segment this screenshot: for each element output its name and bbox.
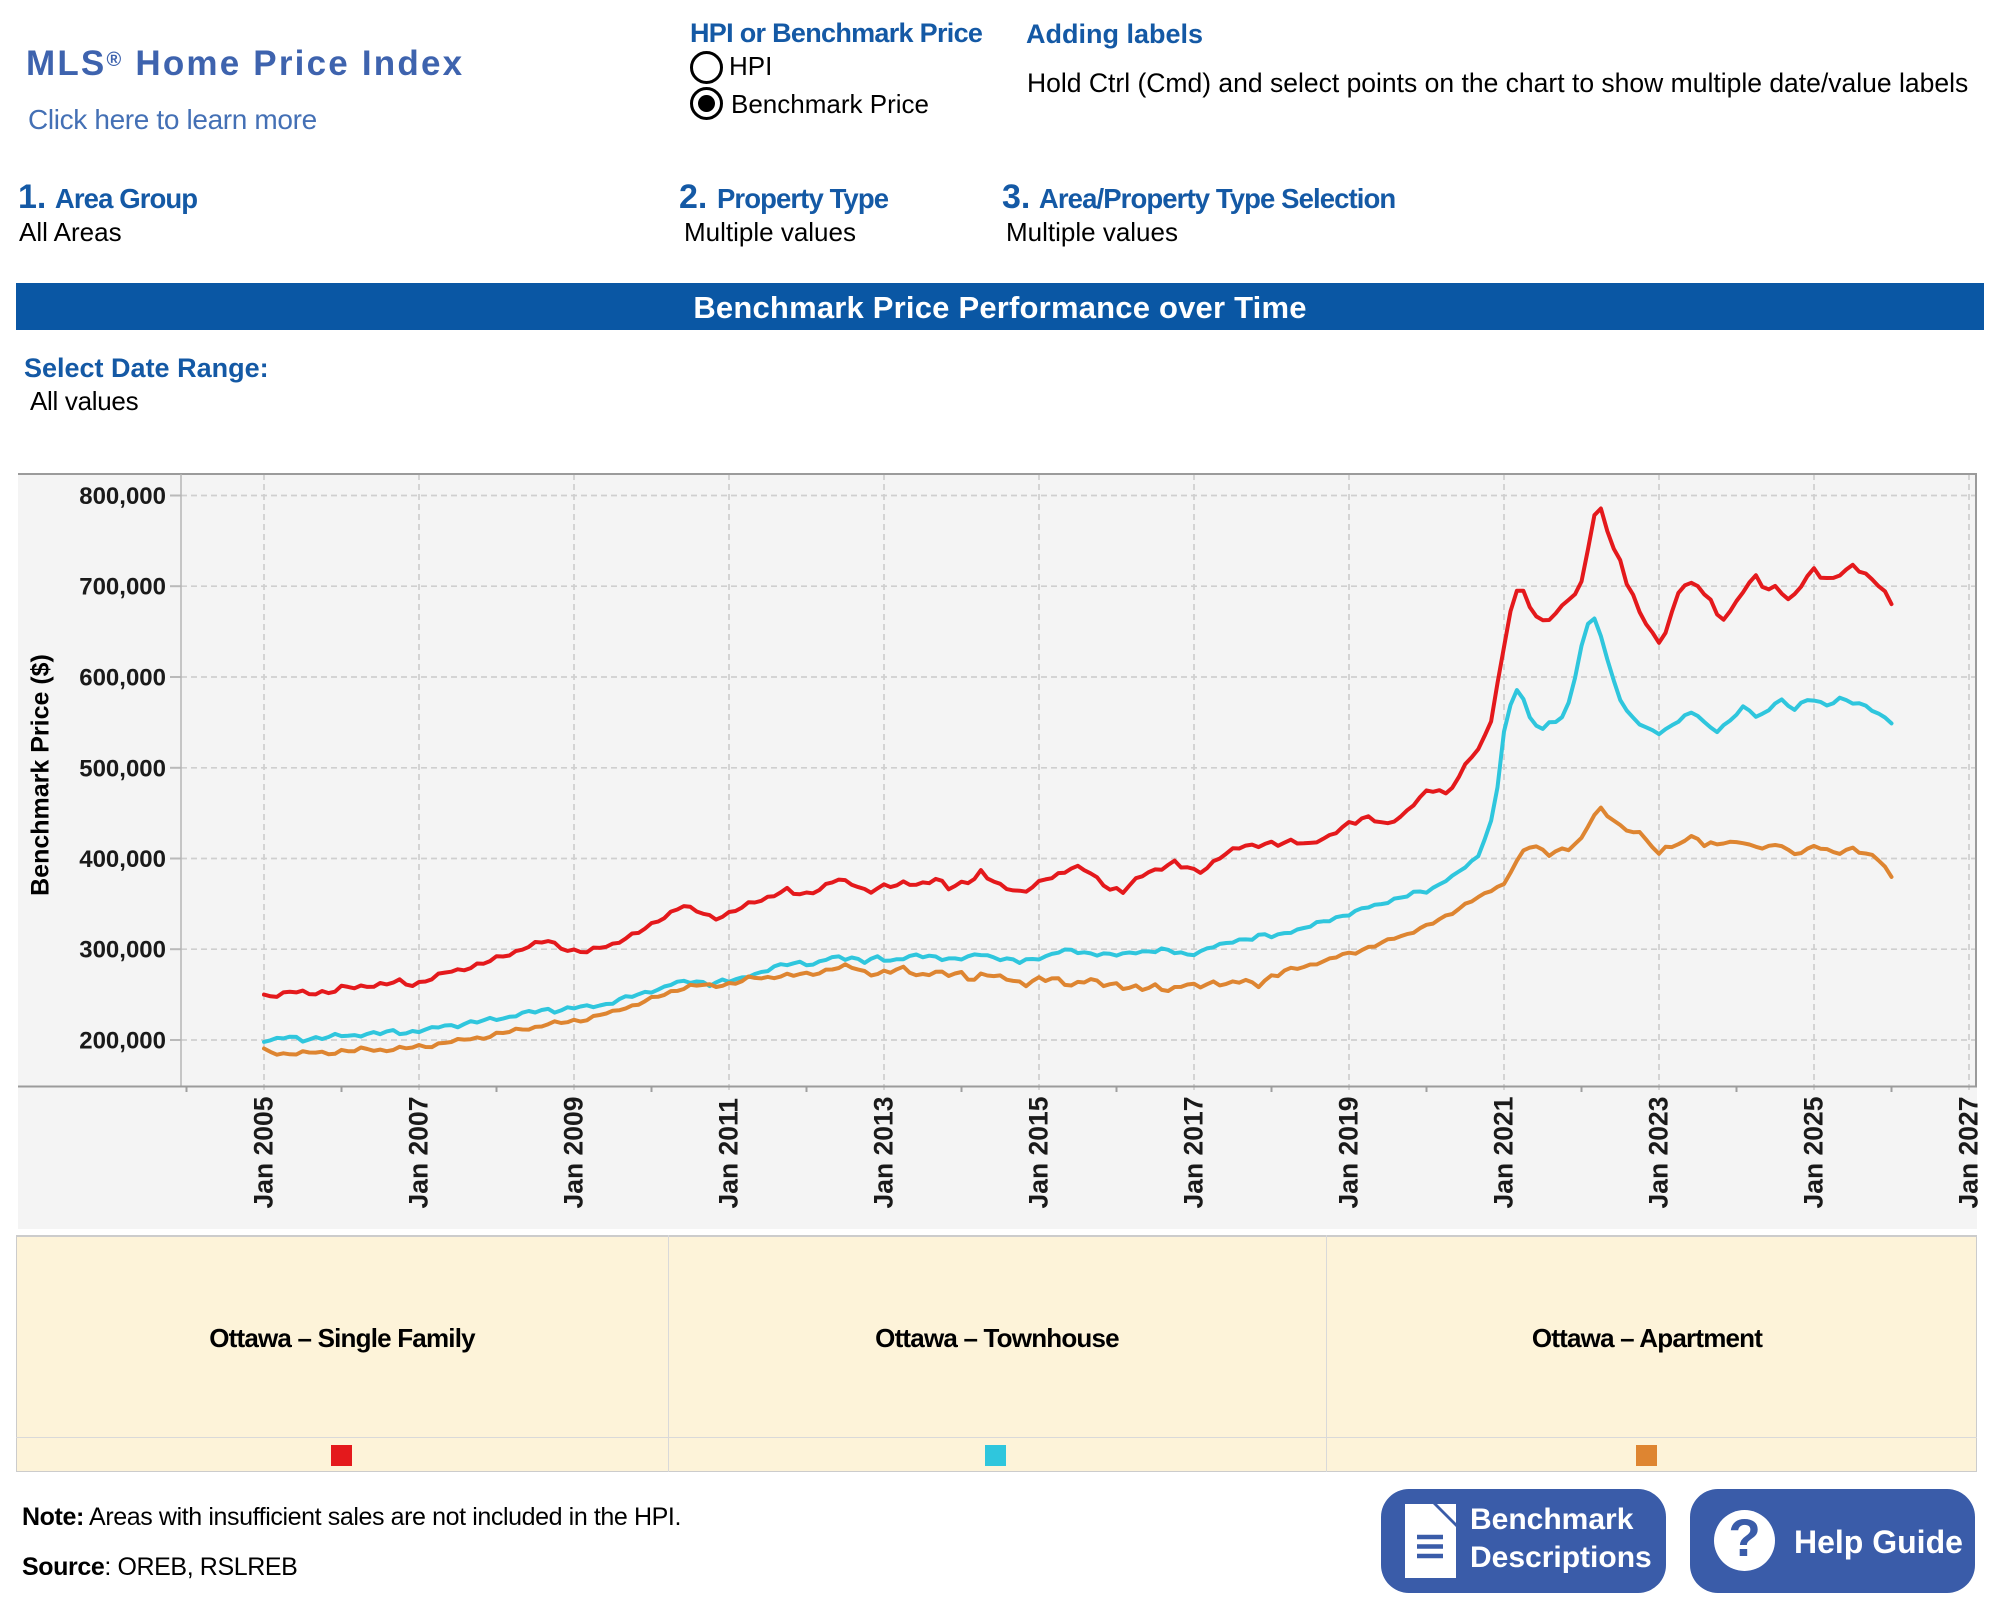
svg-text:Jan 2009: Jan 2009 bbox=[559, 1097, 589, 1209]
svg-text:Jan 2017: Jan 2017 bbox=[1179, 1097, 1209, 1209]
svg-text:Jan 2019: Jan 2019 bbox=[1334, 1097, 1364, 1209]
svg-text:Jan 2023: Jan 2023 bbox=[1644, 1097, 1674, 1209]
svg-text:Jan 2007: Jan 2007 bbox=[404, 1097, 434, 1209]
svg-text:500,000: 500,000 bbox=[79, 755, 166, 782]
svg-text:800,000: 800,000 bbox=[79, 483, 166, 510]
svg-text:600,000: 600,000 bbox=[79, 665, 166, 692]
svg-text:400,000: 400,000 bbox=[79, 846, 166, 873]
svg-text:300,000: 300,000 bbox=[79, 937, 166, 964]
svg-text:Jan 2013: Jan 2013 bbox=[869, 1097, 899, 1209]
svg-text:700,000: 700,000 bbox=[79, 574, 166, 601]
svg-text:200,000: 200,000 bbox=[79, 1028, 166, 1055]
svg-text:Jan 2005: Jan 2005 bbox=[249, 1097, 279, 1209]
svg-text:Jan 2025: Jan 2025 bbox=[1799, 1097, 1829, 1209]
svg-text:Jan 2027: Jan 2027 bbox=[1954, 1097, 1979, 1209]
svg-text:Benchmark Price ($): Benchmark Price ($) bbox=[27, 654, 55, 896]
svg-text:Jan 2011: Jan 2011 bbox=[714, 1098, 744, 1209]
svg-text:Jan 2021: Jan 2021 bbox=[1489, 1097, 1519, 1209]
svg-text:Jan 2015: Jan 2015 bbox=[1024, 1097, 1054, 1209]
